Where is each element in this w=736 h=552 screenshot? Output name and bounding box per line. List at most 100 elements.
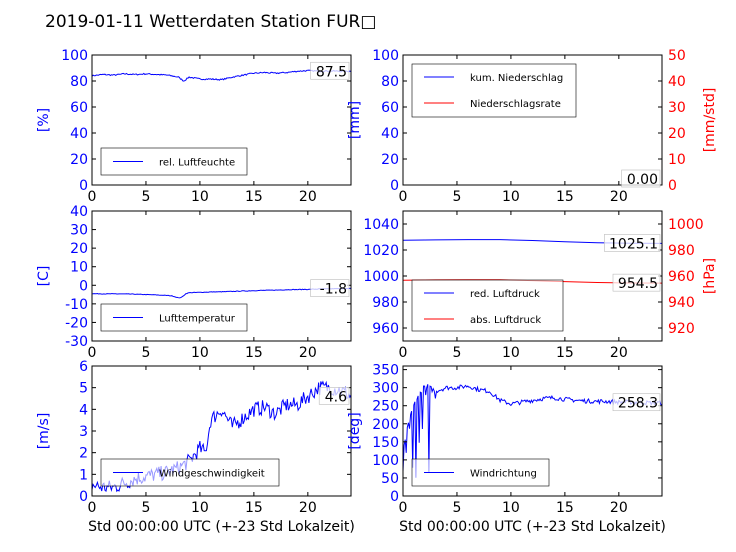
- x-tick-label: 5: [452, 500, 461, 516]
- legend-label: red. Luftdruck: [470, 289, 540, 300]
- y-tick-label: 20: [70, 241, 88, 257]
- value-annotation-box: [318, 387, 350, 405]
- y-axis-label: [deg]: [347, 412, 363, 449]
- y-tick-label: 5: [79, 381, 88, 397]
- axes-frame: [91, 210, 352, 342]
- y-tick-label: 0: [79, 489, 88, 505]
- value-annotation: 0.00: [627, 172, 658, 188]
- x-tick-label: 10: [191, 189, 209, 205]
- panel-precipitation: 0 5 10 15 20 0 20 40 60 80 100 0 10 20 30 40 50 [mm] [mm/s…: [347, 48, 718, 205]
- x-tick-label: 20: [299, 189, 317, 205]
- y-axis-label: [%]: [36, 108, 52, 132]
- y2-tick-label: 0: [668, 178, 677, 194]
- y-tick-label: 40: [70, 204, 88, 220]
- legend-label: abs. Luftdruck: [470, 315, 541, 326]
- legend-label: Windgeschwindigkeit: [159, 469, 265, 480]
- y2-tick-label: 980: [668, 243, 695, 259]
- legend: Windgeschwindigkeit: [100, 458, 280, 487]
- series-line-temperature-0: [92, 287, 351, 299]
- y-tick-label: 1: [79, 467, 88, 483]
- x-tick-label: 10: [502, 345, 520, 361]
- y-tick-label: 80: [381, 74, 399, 90]
- value-annotation: 258.3: [618, 396, 658, 412]
- legend: red. Luftdruck abs. Luftdruck: [411, 279, 564, 332]
- y-tick-label: 20: [70, 152, 88, 168]
- legend: Lufttemperatur: [100, 303, 248, 332]
- y-axis-label: [m/s]: [36, 413, 52, 450]
- x-tick-label: 0: [399, 345, 408, 361]
- value-annotation-box: [604, 234, 661, 252]
- x-tick-label: 0: [399, 500, 408, 516]
- y-tick-label: 10: [70, 260, 88, 276]
- y-tick-label: 100: [372, 48, 399, 64]
- x-tick-label: 10: [191, 500, 209, 516]
- y2-tick-label: 40: [668, 74, 686, 90]
- legend: Windrichtung: [411, 458, 550, 487]
- x-tick-label: 15: [245, 500, 263, 516]
- value-annotation-box: [621, 169, 661, 188]
- x-tick-label: 10: [191, 345, 209, 361]
- value-annotation-box: [612, 393, 661, 412]
- y-tick-label: 40: [381, 126, 399, 142]
- x-tick-label: 10: [502, 500, 520, 516]
- value-annotation: 87.5: [316, 64, 347, 80]
- x-tick-label: 5: [141, 189, 150, 205]
- y-tick-label: 30: [70, 223, 88, 239]
- y-tick-label: 0: [390, 489, 399, 505]
- y-tick-label: -20: [65, 315, 88, 331]
- y-tick-label: 350: [372, 363, 399, 379]
- y-tick-label: 1000: [363, 269, 399, 285]
- y-axis-label: [C]: [36, 266, 52, 287]
- legend-label: kum. Niederschlag: [470, 73, 563, 84]
- legend-label: Lufttemperatur: [159, 314, 236, 325]
- y-tick-label: 60: [70, 100, 88, 116]
- value-annotation: -1.8: [320, 282, 347, 298]
- legend-label: Windrichtung: [470, 469, 537, 480]
- y-tick-label: -30: [65, 334, 88, 350]
- y-tick-label: 100: [61, 48, 88, 64]
- axes-frame: [91, 54, 352, 186]
- x-tick-label: 15: [556, 189, 574, 205]
- x-axis-label: Std 00:00:00 UTC (+-23 Std Lokalzeit): [88, 519, 355, 535]
- y-tick-label: 250: [372, 399, 399, 415]
- y-tick-label: 0: [79, 278, 88, 294]
- x-tick-label: 5: [141, 500, 150, 516]
- x-tick-label: 20: [610, 500, 628, 516]
- legend-label: Niederschlagsrate: [470, 99, 561, 110]
- y2-tick-label: 10: [668, 152, 686, 168]
- y-tick-label: 0: [390, 178, 399, 194]
- value-annotation: 4.6: [325, 389, 347, 405]
- x-tick-label: 15: [245, 345, 263, 361]
- x-tick-label: 10: [502, 189, 520, 205]
- x-tick-label: 15: [556, 345, 574, 361]
- value-annotation-box: [612, 273, 661, 292]
- panel-temperature: 0 5 10 15 20 -30 -20 -10 0 10 20 30 40 [C] Lufttempera…: [36, 204, 352, 361]
- figure-title: 2019-01-11 Wetterdaten Station FUR□: [45, 12, 376, 32]
- y-tick-label: 1020: [363, 243, 399, 259]
- x-tick-label: 20: [610, 189, 628, 205]
- y-tick-label: 2: [79, 446, 88, 462]
- y-tick-label: 100: [372, 453, 399, 469]
- x-tick-label: 15: [556, 500, 574, 516]
- legend-frame: [411, 279, 564, 332]
- y-tick-label: 960: [372, 321, 399, 337]
- x-tick-label: 20: [299, 500, 317, 516]
- y-tick-label: 40: [70, 126, 88, 142]
- y-tick-label: 3: [79, 424, 88, 440]
- x-axis-label: Std 00:00:00 UTC (+-23 Std Lokalzeit): [399, 519, 666, 535]
- y-tick-label: 300: [372, 381, 399, 397]
- x-tick-label: 0: [88, 500, 97, 516]
- x-tick-label: 0: [88, 189, 97, 205]
- y-tick-label: 1040: [363, 217, 399, 233]
- x-tick-label: 20: [610, 345, 628, 361]
- y-tick-label: 980: [372, 295, 399, 311]
- y2-tick-label: 960: [668, 269, 695, 285]
- x-tick-label: 5: [141, 345, 150, 361]
- x-tick-label: 15: [245, 189, 263, 205]
- x-tick-label: 20: [299, 345, 317, 361]
- y-tick-label: 60: [381, 100, 399, 116]
- panel-wind-speed: 0 5 10 15 20 0 1 2 3 4 5 6 [m/s] Std 00:00:00 UTC (+-…: [36, 359, 355, 535]
- y-tick-label: -10: [65, 297, 88, 313]
- y-tick-label: 50: [381, 471, 399, 487]
